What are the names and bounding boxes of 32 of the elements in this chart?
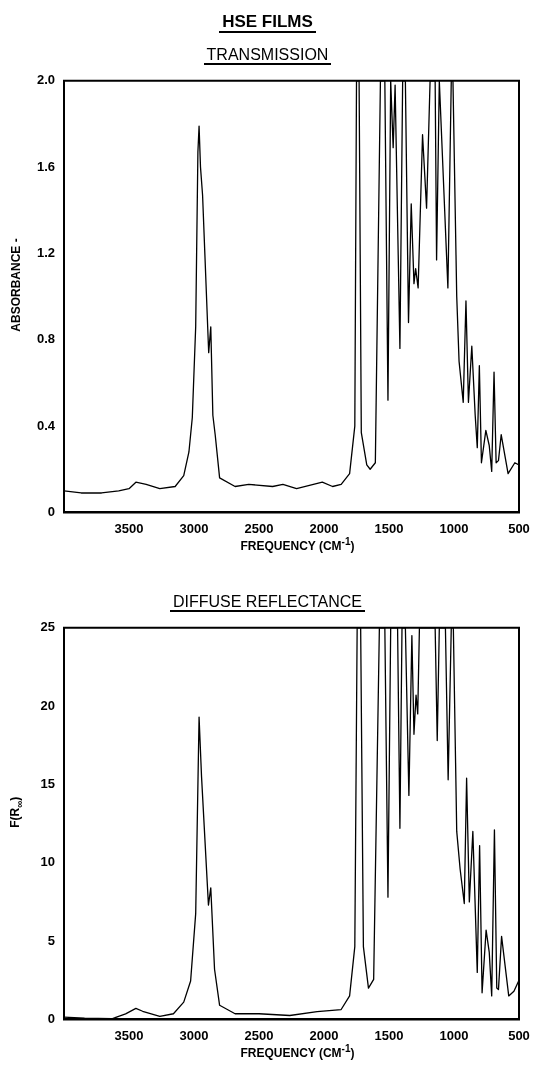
x-axis-title: FREQUENCY (CM$^{-1}$)	[239, 536, 356, 553]
y-tick-label: 1.6	[36, 158, 55, 174]
x-tick-label: 1500	[374, 1027, 404, 1043]
chart-title: DIFFUSE REFLECTANCE	[169, 593, 366, 612]
y-tick-label: 0	[47, 503, 55, 519]
y-tick-label: 5	[47, 932, 55, 948]
x-tick-label: 2500	[244, 1027, 274, 1043]
x-tick-label: 500	[508, 520, 530, 536]
x-tick-label: 1000	[439, 1027, 469, 1043]
x-tick-label: 3500	[114, 520, 144, 536]
y-tick-label: 25	[40, 619, 55, 635]
y-tick-label: 0.4	[36, 417, 56, 433]
y-tick-label: 1.2	[36, 245, 55, 261]
y-tick-label: 2.0	[36, 72, 55, 88]
y-tick-label: 15	[40, 776, 55, 792]
chart-subtitle: TRANSMISSION	[203, 46, 332, 65]
x-tick-label: 2500	[244, 520, 274, 536]
y-axis-title: ABSORBANCE -	[8, 238, 23, 332]
y-tick-label: 0	[47, 1010, 55, 1026]
y-tick-label: 20	[40, 697, 55, 713]
x-tick-label: 3000	[179, 1027, 209, 1043]
x-tick-label: 1000	[439, 520, 469, 536]
x-tick-label: 1500	[374, 520, 404, 536]
x-tick-label: 2000	[309, 1027, 339, 1043]
x-axis-title: FREQUENCY (CM$^{-1}$)	[239, 1043, 356, 1060]
y-tick-label: 10	[40, 854, 55, 870]
x-tick-label: 500	[508, 1027, 530, 1043]
x-tick-label: 3000	[179, 520, 209, 536]
x-tick-label: 3500	[114, 1027, 144, 1043]
y-tick-label: 0.8	[36, 331, 55, 347]
chart-title: HSE FILMS	[219, 12, 316, 33]
x-tick-label: 2000	[309, 520, 339, 536]
